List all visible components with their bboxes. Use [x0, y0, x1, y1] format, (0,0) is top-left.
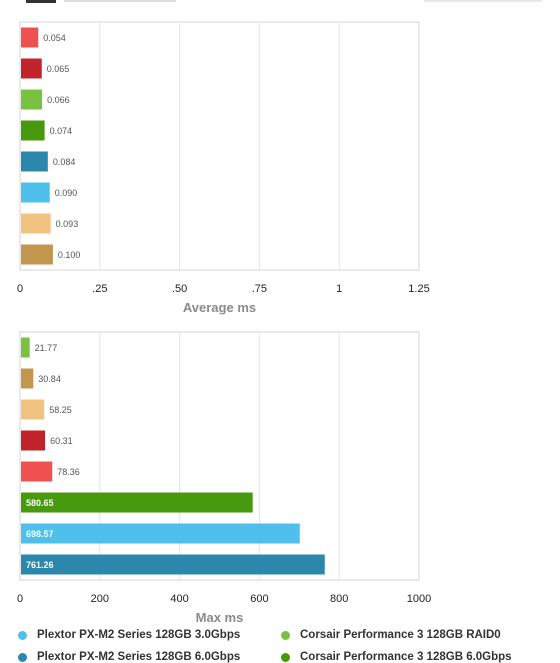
data-label-average-5: 0.090 [55, 188, 78, 198]
x-tick-label-average: .75 [252, 283, 267, 295]
x-tick-label-average: 1.25 [408, 283, 429, 295]
bar-average-0 [21, 27, 39, 48]
legend-item-corsair-raid0: Corsair Performance 3 128GB RAID0 [281, 629, 501, 641]
bar-average-4 [21, 151, 48, 172]
x-tick-label-max: 400 [170, 593, 188, 605]
legend-item-plextor-60: Plextor PX-M2 Series 128GB 6.0Gbps [18, 651, 240, 663]
data-label-average-2: 0.066 [47, 95, 70, 105]
bar-max-4 [21, 461, 53, 482]
data-label-max-4: 78.36 [57, 467, 80, 477]
x-tick-label-average: .50 [172, 283, 187, 295]
bar-max-1 [21, 368, 34, 389]
bar-max-2 [21, 399, 45, 420]
data-label-average-6: 0.093 [56, 219, 79, 229]
x-tick-label-average: .25 [92, 283, 107, 295]
x-tick-label-max: 800 [330, 593, 348, 605]
x-tick-label-max: 0 [17, 593, 23, 605]
legend-swatch [281, 652, 290, 662]
charts-canvas: 0 .25 .50 .75 1 1.25 Average ms 0.054 0.065 0.066… [17, 21, 431, 625]
x-axis-title-average: Average ms [183, 300, 256, 315]
legend-label: Corsair Performance 3 128GB 6.0Gbps [300, 651, 512, 663]
legend-swatch [18, 652, 27, 662]
data-label-average-0: 0.054 [43, 33, 66, 43]
legend-item-corsair-60: Corsair Performance 3 128GB 6.0Gbps [281, 651, 512, 663]
bar-average-6 [21, 213, 51, 234]
cropped-subtitle-fragment [64, 0, 176, 2]
cropped-header-shapes [26, 0, 542, 3]
data-label-average-7: 0.100 [58, 250, 81, 260]
legend-label: Corsair Performance 3 128GB RAID0 [300, 629, 501, 641]
bar-max-5 [21, 492, 253, 513]
bar-max-0 [21, 337, 30, 358]
bar-average-1 [21, 58, 42, 79]
data-label-max-1: 30.84 [38, 374, 61, 384]
plot-area-average [19, 21, 420, 271]
cropped-title-fragment [26, 0, 56, 3]
bar-average-3 [21, 120, 45, 141]
x-tick-label-max: 200 [91, 593, 109, 605]
data-label-max-2: 58.25 [49, 405, 72, 415]
data-label-average-4: 0.084 [53, 157, 76, 167]
data-label-max-5: 580.65 [26, 498, 54, 508]
data-label-max-7: 761.26 [26, 560, 54, 570]
legend-item-plextor-30: Plextor PX-M2 Series 128GB 3.0Gbps [18, 629, 240, 641]
x-tick-label-average: 1 [336, 283, 342, 295]
legend-swatch [281, 630, 290, 640]
data-label-max-6: 698.57 [26, 529, 54, 539]
cropped-logo-fragment [424, 0, 542, 2]
legend-swatch [18, 630, 27, 640]
legend-label: Plextor PX-M2 Series 128GB 3.0Gbps [37, 629, 241, 641]
x-axis-title-max: Max ms [196, 610, 244, 625]
x-tick-label-max: 600 [250, 593, 268, 605]
x-tick-label-max: 1000 [407, 593, 431, 605]
bar-average-7 [21, 244, 53, 265]
data-label-average-3: 0.074 [50, 126, 73, 136]
legend-label: Plextor PX-M2 Series 128GB 6.0Gbps [37, 651, 241, 663]
data-label-average-1: 0.065 [47, 64, 70, 74]
bar-max-7 [21, 554, 325, 575]
bar-max-3 [21, 430, 46, 451]
x-tick-label-average: 0 [17, 283, 23, 295]
bar-average-2 [21, 89, 43, 110]
cropped-header [0, 0, 560, 14]
data-label-max-0: 21.77 [35, 343, 58, 353]
bar-average-5 [21, 182, 50, 203]
bar-max-6 [21, 523, 300, 544]
data-label-max-3: 60.31 [50, 436, 73, 446]
